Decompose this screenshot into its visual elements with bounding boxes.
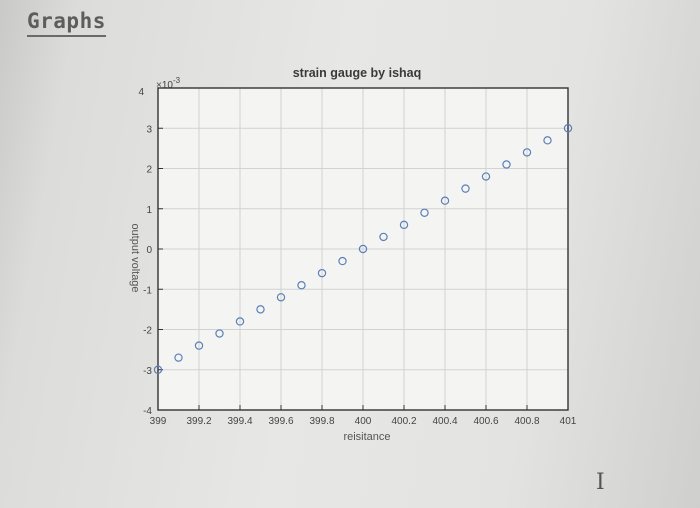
data-points — [153, 124, 573, 374]
x-tick-label: 399.4 — [227, 416, 252, 427]
x-axis-label: reisitance — [343, 431, 390, 443]
axis-ticks: 399 399.2 399.4 399.6 399.8 400 400.2 400.4 400.… — [138, 87, 576, 427]
data-point — [522, 148, 532, 157]
x-tick-label: 400 — [355, 416, 372, 427]
x-tick-label: 400.2 — [391, 416, 416, 427]
page-heading: Graphs — [27, 9, 106, 37]
data-point — [276, 293, 286, 302]
y-tick-label: -1 — [143, 285, 152, 296]
x-tick-label: 400.6 — [473, 416, 498, 427]
data-point — [481, 172, 491, 181]
y-tick-label: 0 — [146, 245, 152, 256]
data-point — [399, 220, 409, 230]
y-axis-multiplier: ×10-3 — [156, 76, 181, 91]
data-point — [420, 208, 429, 217]
data-point — [358, 244, 368, 254]
x-tick-label: 401 — [560, 416, 577, 427]
data-point — [461, 184, 470, 193]
data-point — [563, 124, 573, 133]
y-tick-label: 3 — [146, 124, 152, 135]
data-point — [440, 196, 450, 205]
x-tick-label: 400.4 — [432, 416, 457, 427]
x-tick-label: 399 — [150, 416, 167, 427]
data-point — [543, 136, 552, 145]
y-tick-label: 1 — [146, 205, 152, 216]
grid-lines — [157, 87, 569, 411]
chart-title: strain gauge by ishaq — [293, 66, 422, 80]
x-tick-label: 399.8 — [309, 416, 334, 427]
data-point — [174, 353, 183, 362]
y-tick-label: -4 — [143, 406, 152, 417]
data-point — [297, 281, 306, 290]
x-tick-label: 399.6 — [268, 416, 293, 427]
y-tick-label: 4 — [138, 87, 144, 98]
x-tick-label: 400.8 — [514, 416, 539, 427]
data-point — [235, 317, 245, 326]
x-tick-label: 399.2 — [186, 416, 211, 427]
data-point — [153, 365, 163, 374]
data-point — [256, 305, 265, 314]
data-point — [317, 268, 327, 278]
data-point — [194, 341, 204, 350]
y-tick-label: 2 — [146, 165, 152, 176]
data-point — [379, 232, 388, 242]
data-point — [215, 329, 224, 338]
y-axis-label: output voltage — [129, 223, 141, 292]
data-point — [502, 160, 511, 169]
text-cursor-icon: I — [596, 470, 605, 495]
data-point — [338, 256, 347, 266]
y-tick-label: -3 — [143, 366, 152, 377]
y-tick-label: -2 — [143, 326, 152, 337]
